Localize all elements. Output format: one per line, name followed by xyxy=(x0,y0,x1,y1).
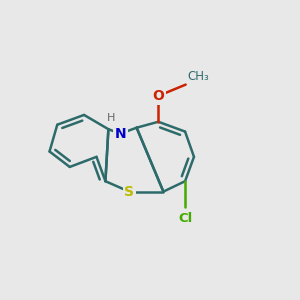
Text: O: O xyxy=(152,89,164,103)
Text: CH₃: CH₃ xyxy=(187,70,209,83)
Text: H: H xyxy=(106,113,115,123)
Text: N: N xyxy=(115,127,126,141)
Text: S: S xyxy=(124,184,134,199)
Text: Cl: Cl xyxy=(178,212,192,225)
